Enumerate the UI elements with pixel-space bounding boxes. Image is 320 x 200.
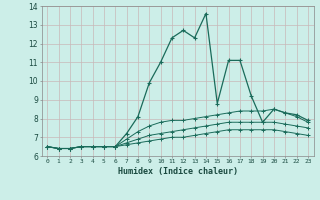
X-axis label: Humidex (Indice chaleur): Humidex (Indice chaleur) xyxy=(118,167,237,176)
